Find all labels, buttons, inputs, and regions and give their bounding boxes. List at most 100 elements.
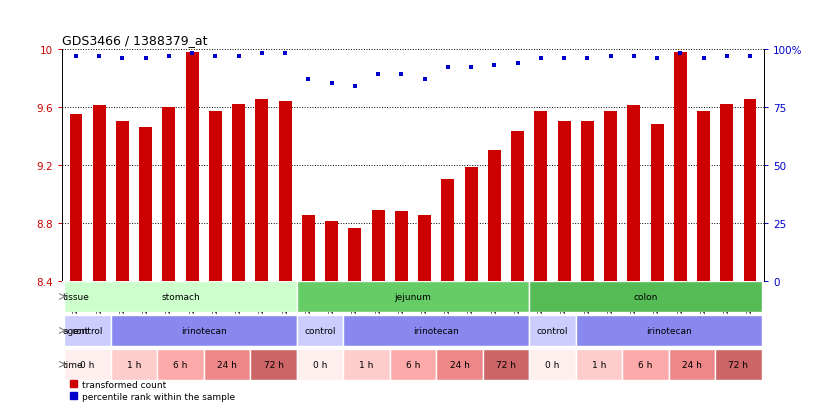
Text: 6 h: 6 h [638,360,653,369]
Bar [622,349,669,380]
Bar [297,349,344,380]
Point [186,51,199,57]
Bar [651,125,663,281]
Point [488,62,501,69]
Text: irinotecan: irinotecan [181,326,226,335]
Text: irinotecan: irinotecan [413,326,459,335]
Text: 1 h: 1 h [591,360,606,369]
Point [674,51,687,57]
Bar [395,211,408,281]
Point [558,55,571,62]
Text: 0 h: 0 h [545,360,560,369]
Text: 6 h: 6 h [406,360,420,369]
Bar [558,122,571,281]
Bar [529,282,762,312]
Point [162,53,175,60]
Bar [93,106,106,281]
Bar [436,349,482,380]
Bar [349,229,361,281]
Text: time: time [63,360,83,369]
Point [278,51,292,57]
Bar [64,316,111,346]
Point [325,81,338,88]
Point [139,55,152,62]
Bar [715,349,762,380]
Point [255,51,268,57]
Bar [344,349,390,380]
Bar [64,349,111,380]
Bar [628,106,640,281]
Text: jejunum: jejunum [395,292,431,301]
Bar [250,349,297,380]
Text: colon: colon [634,292,657,301]
Legend: transformed count, percentile rank within the sample: transformed count, percentile rank withi… [66,377,239,404]
Bar [111,349,157,380]
Bar [297,282,529,312]
Text: 72 h: 72 h [729,360,748,369]
Point [627,53,640,60]
Text: control: control [304,326,335,335]
Text: stomach: stomach [161,292,200,301]
Text: 1 h: 1 h [359,360,373,369]
Text: 6 h: 6 h [173,360,188,369]
Point [441,65,454,71]
Text: tissue: tissue [63,292,89,301]
Bar [186,52,198,281]
Bar [511,132,524,281]
Bar [581,122,594,281]
Bar [255,100,268,281]
Point [232,53,245,60]
Bar [325,221,338,281]
Text: 0 h: 0 h [313,360,327,369]
Bar [278,102,292,281]
Text: control: control [72,326,103,335]
Point [69,53,83,60]
Point [581,55,594,62]
Point [511,60,525,67]
Bar [204,349,250,380]
Point [395,72,408,78]
Bar [529,316,576,346]
Bar [482,349,529,380]
Point [372,72,385,78]
Text: 0 h: 0 h [80,360,95,369]
Text: agent: agent [63,326,88,335]
Point [720,53,733,60]
Point [116,55,129,62]
Bar [534,112,548,281]
Point [301,76,315,83]
Bar [297,316,344,346]
Bar [488,151,501,281]
Bar [232,104,245,281]
Bar [163,107,175,281]
Point [534,55,548,62]
Point [209,53,222,60]
Bar [576,349,622,380]
Text: 72 h: 72 h [263,360,283,369]
Bar [441,180,454,281]
Text: GDS3466 / 1388379_at: GDS3466 / 1388379_at [62,34,207,47]
Text: 24 h: 24 h [682,360,702,369]
Bar [209,112,222,281]
Point [418,76,431,83]
Bar [697,112,710,281]
Bar [720,104,733,281]
Text: 1 h: 1 h [127,360,141,369]
Point [604,53,617,60]
Bar [372,210,385,281]
Text: 24 h: 24 h [449,360,469,369]
Bar [69,114,83,281]
Bar [576,316,762,346]
Bar [669,349,715,380]
Text: irinotecan: irinotecan [646,326,691,335]
Bar [140,128,152,281]
Bar [116,122,129,281]
Bar [344,316,529,346]
Text: 24 h: 24 h [217,360,237,369]
Text: 72 h: 72 h [496,360,516,369]
Bar [674,52,686,281]
Point [697,55,710,62]
Bar [302,216,315,281]
Point [93,53,106,60]
Bar [111,316,297,346]
